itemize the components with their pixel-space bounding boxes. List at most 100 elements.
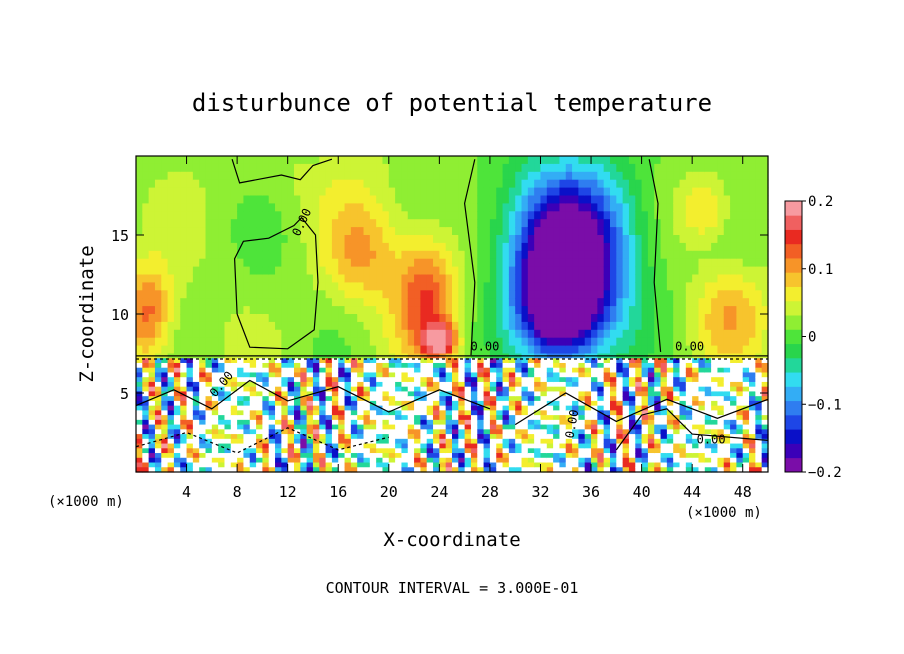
field-cell [685,321,693,331]
field-cell [603,434,611,440]
field-cell [565,377,573,383]
field-cell [376,329,384,339]
field-cell [306,419,314,426]
field-cell [376,203,384,212]
field-cell [742,203,750,212]
field-cell [692,219,700,228]
field-cell [603,386,611,393]
field-cell [414,290,421,299]
field-cell [369,298,377,307]
field-cell [395,227,403,236]
field-cell [148,203,156,212]
field-cell [262,415,270,421]
field-cell [666,298,674,307]
field-cell [685,211,693,220]
field-cell [761,195,769,204]
field-cell [211,329,219,339]
field-cell [730,462,737,468]
field-cell [205,227,213,236]
field-cell [388,329,396,339]
field-cell [388,381,396,388]
field-cell [489,195,497,204]
field-cell [148,156,156,165]
field-cell [704,266,712,276]
field-cell [199,266,207,276]
field-cell [603,203,611,212]
field-cell [445,179,453,189]
field-cell [723,358,731,364]
field-cell [186,353,194,362]
field-cell [224,298,232,307]
field-cell [426,462,434,468]
field-cell [294,405,301,411]
field-cell [477,282,485,291]
field-cell [591,457,598,464]
field-cell [679,266,687,276]
field-cell [338,386,346,393]
field-cell [388,434,396,440]
field-cell [275,345,282,355]
field-cell [369,306,377,315]
field-cell [660,235,668,244]
field-cell [730,377,737,383]
field-cell [173,391,181,397]
field-cell [173,211,181,220]
field-cell [591,453,598,459]
field-cell [527,314,535,323]
field-cell [597,386,605,393]
field-cell [312,457,320,464]
field-cell [426,274,434,283]
field-cell [508,314,516,323]
field-cell [237,258,245,268]
field-cell [572,386,579,393]
field-cell [401,443,409,449]
field-cell [230,367,238,374]
field-cell [237,462,245,468]
field-cell [527,438,535,445]
field-cell [344,462,352,468]
field-cell [673,337,681,347]
field-cell [148,391,156,397]
field-cell [395,211,403,220]
field-cell [142,179,150,189]
field-cell [673,381,681,388]
field-cell [508,242,516,252]
field-cell [527,367,535,374]
field-cell [477,362,485,369]
field-cell [711,434,719,440]
field-cell [388,203,396,212]
field-cell [344,179,352,189]
field-cell [136,405,143,411]
field-cell [205,429,213,435]
field-cell [237,391,245,397]
field-cell [237,282,245,291]
field-cell [641,410,649,416]
field-cell [369,377,377,383]
field-cell [439,453,447,459]
field-cell [325,235,333,244]
field-cell [654,438,662,445]
field-cell [578,345,586,355]
field-cell [414,211,421,220]
field-cell [647,227,655,236]
field-cell [647,171,655,181]
field-cell [565,367,573,374]
field-cell [357,274,365,283]
field-cell [148,282,156,291]
field-cell [237,438,245,445]
field-cell [268,424,276,430]
field-cell [414,163,421,173]
field-cell [521,372,529,378]
field-cell [452,290,459,299]
field-cell [363,345,371,355]
field-cell [161,179,169,189]
field-cell [205,171,213,181]
field-cell [635,415,643,421]
field-cell [205,353,213,362]
field-cell [420,250,428,260]
field-cell [628,353,636,362]
field-cell [647,337,655,347]
field-cell [508,438,516,445]
field-cell [736,274,744,283]
field-cell [230,377,238,383]
